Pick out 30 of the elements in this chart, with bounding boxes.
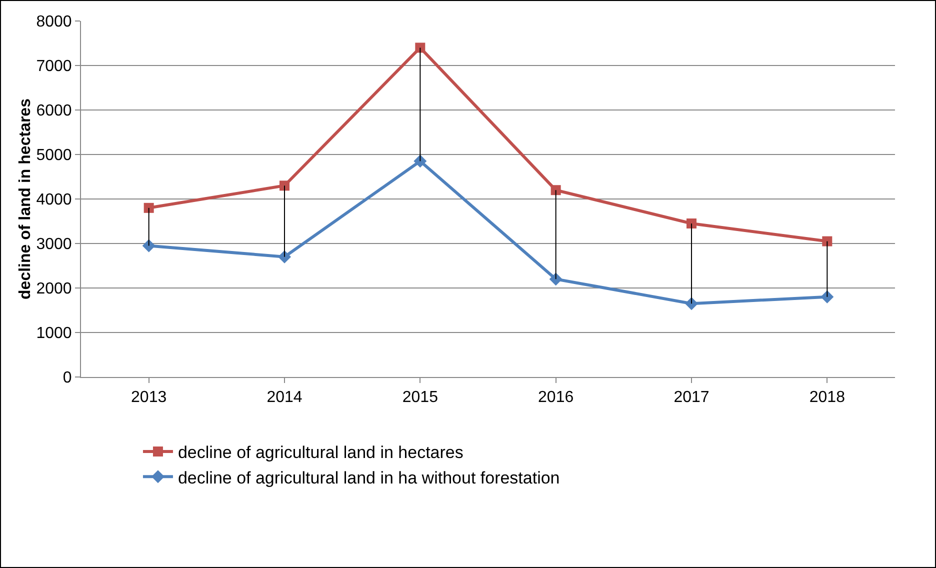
point [144,202,154,213]
x-tick-label: 2018 [809,389,846,406]
point [415,42,426,53]
y-tick-label: 3000 [36,236,72,254]
y-tick-label: 0 [62,370,72,387]
point [549,272,562,286]
legend-label: decline of agricultural land in hectares [178,443,464,462]
point [278,250,291,264]
y-tick-label: 5000 [36,147,72,164]
x-tick-label: 2014 [266,389,302,406]
y-tick-label: 4000 [36,192,72,209]
y-tick-label: 2000 [36,280,72,298]
legend-label: decline of agricultural land in ha without forestation [178,468,560,488]
point [822,236,832,246]
x-tick-label: 2016 [538,389,574,406]
x-tick-label: 2015 [402,389,438,406]
point [142,239,156,252]
y-tick-label: 1000 [36,325,72,342]
y-tick-label: 6000 [36,102,72,120]
y-tick-label: 7000 [36,58,72,76]
x-tick-label: 2017 [674,389,710,406]
x-tick-label: 2013 [131,389,167,406]
y-tick-label: 8000 [36,14,72,31]
point [820,290,834,304]
point [686,218,696,228]
point [550,185,561,196]
point [280,180,290,191]
point [685,297,698,310]
y-axis-title: decline of land in hectares [17,98,34,300]
point [414,154,427,168]
